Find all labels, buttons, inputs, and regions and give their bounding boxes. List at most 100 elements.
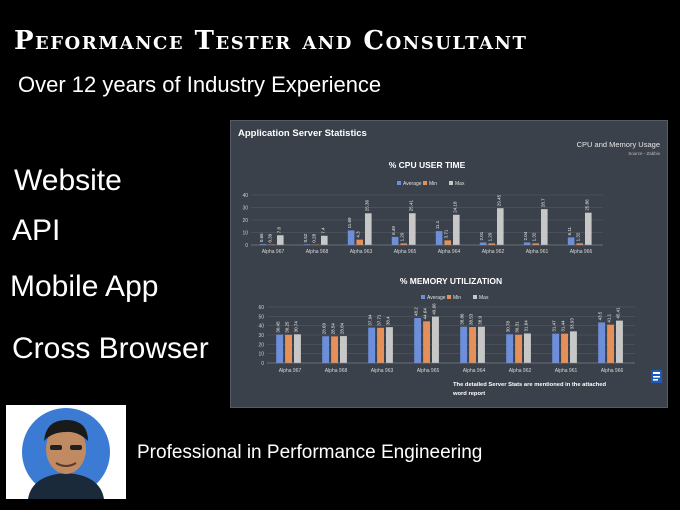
cpu-bar [585, 212, 592, 245]
cpu-bar [277, 235, 284, 245]
memory-category-label: Alpha 961 [555, 368, 578, 374]
memory-bar [276, 334, 284, 363]
memory-bar [552, 333, 560, 363]
panel-title: Application Server Statistics [238, 128, 367, 139]
memory-y-tick: 40 [258, 324, 264, 330]
panel-footnote-line1: The detailed Server Stats are mentioned … [453, 382, 606, 388]
cpu-value-label: 3.71 [444, 229, 449, 238]
memory-legend-label: Min [453, 295, 461, 301]
cpu-bar [567, 237, 575, 245]
service-cross-browser: Cross Browser [12, 332, 209, 365]
cpu-value-label: 6.49 [391, 226, 396, 235]
memory-bar [322, 336, 330, 363]
memory-bar [368, 327, 376, 363]
cpu-legend-swatch [397, 181, 401, 185]
memory-y-tick: 30 [258, 333, 264, 339]
memory-value-label: 38.4 [385, 316, 390, 325]
memory-bar [506, 334, 514, 363]
memory-category-label: Alpha 966 [601, 368, 624, 374]
cpu-bar [532, 243, 539, 245]
memory-value-label: 38.53 [469, 313, 474, 325]
cpu-value-label: 6.11 [567, 226, 572, 235]
cpu-legend-swatch [423, 181, 427, 185]
memory-bar [423, 321, 430, 363]
cpu-value-label: 7.8 [276, 226, 281, 233]
memory-value-label: 30.25 [285, 321, 290, 333]
memory-y-tick: 20 [258, 342, 264, 348]
memory-bar [561, 333, 568, 363]
cpu-category-label: Alpha 962 [482, 249, 505, 255]
cpu-value-label: 0.66 [259, 233, 264, 242]
memory-value-label: 31.47 [552, 320, 557, 332]
cpu-bar [321, 235, 328, 245]
experience-subtitle: Over 12 years of Industry Experience [18, 72, 382, 97]
word-document-icon [651, 370, 662, 383]
cpu-bar [523, 242, 531, 245]
cpu-bar [303, 244, 311, 245]
memory-bar [331, 336, 338, 363]
memory-value-label: 31.44 [561, 320, 566, 332]
cpu-value-label: 28.7 [540, 198, 545, 207]
cpu-bar [444, 240, 451, 245]
cpu-value-label: 11.69 [347, 217, 352, 228]
cpu-value-label: 7.4 [320, 227, 325, 234]
memory-legend-label: Average [427, 295, 446, 301]
cpu-value-label: 0.39 [268, 233, 273, 242]
memory-value-label: 28.54 [331, 323, 336, 335]
memory-value-label: 44.64 [423, 308, 428, 320]
cpu-y-tick: 20 [242, 218, 248, 224]
cpu-value-label: 1.32 [532, 232, 537, 241]
cpu-value-label: 11.1 [435, 220, 440, 229]
cpu-category-label: Alpha 965 [394, 249, 417, 255]
memory-category-label: Alpha 967 [279, 368, 302, 374]
memory-bar [460, 326, 468, 363]
memory-category-label: Alpha 962 [509, 368, 532, 374]
cpu-bar [400, 243, 407, 245]
memory-value-label: 28.69 [322, 322, 327, 334]
memory-y-tick: 60 [258, 305, 264, 311]
cpu-value-label: 29.45 [496, 194, 501, 206]
memory-category-label: Alpha 964 [463, 368, 486, 374]
memory-value-label: 48.2 [414, 307, 419, 316]
memory-category-label: Alpha 965 [417, 368, 440, 374]
cpu-bar [453, 214, 460, 245]
memory-legend-label: Max [479, 295, 489, 301]
memory-bar [598, 322, 606, 363]
cpu-bar [365, 213, 372, 245]
cpu-category-label: Alpha 961 [526, 249, 549, 255]
memory-bar [377, 327, 384, 363]
server-stats-panel: Application Server Statistics CPU and Me… [230, 120, 668, 408]
cpu-value-label: 1.29 [400, 232, 405, 241]
memory-bar [524, 333, 531, 363]
memory-bar [469, 327, 476, 363]
cpu-value-label: 0.28 [312, 233, 317, 242]
page-title: Peformance Tester and Consultant [14, 26, 528, 56]
cpu-bar [347, 230, 355, 245]
cpu-y-tick: 40 [242, 193, 248, 199]
cpu-value-label: 1.32 [576, 232, 581, 241]
service-mobile-app: Mobile App [10, 270, 159, 303]
cpu-legend-swatch [449, 181, 453, 185]
memory-bar [340, 336, 347, 363]
cpu-bar [356, 239, 363, 245]
cpu-legend-label: Max [455, 181, 465, 187]
cpu-value-label: 1.29 [488, 232, 493, 241]
memory-value-label: 45.41 [615, 307, 620, 319]
cpu-bar [488, 243, 495, 245]
cpu-bar [259, 244, 267, 245]
memory-bar [432, 316, 439, 363]
memory-value-label: 38.86 [460, 313, 465, 325]
memory-value-label: 31.64 [523, 320, 528, 332]
cpu-bar [576, 243, 583, 245]
memory-value-label: 33.93 [569, 318, 574, 330]
cpu-value-label: 25.36 [364, 200, 369, 212]
memory-bar [515, 334, 522, 363]
cpu-legend-label: Min [429, 181, 437, 187]
memory-value-label: 28.84 [339, 322, 344, 334]
cpu-bar [435, 231, 443, 245]
memory-bar [616, 320, 623, 363]
cpu-category-label: Alpha 968 [306, 249, 329, 255]
memory-bar [414, 318, 422, 363]
memory-value-label: 43.5 [598, 311, 603, 320]
cpu-bar [497, 208, 504, 245]
